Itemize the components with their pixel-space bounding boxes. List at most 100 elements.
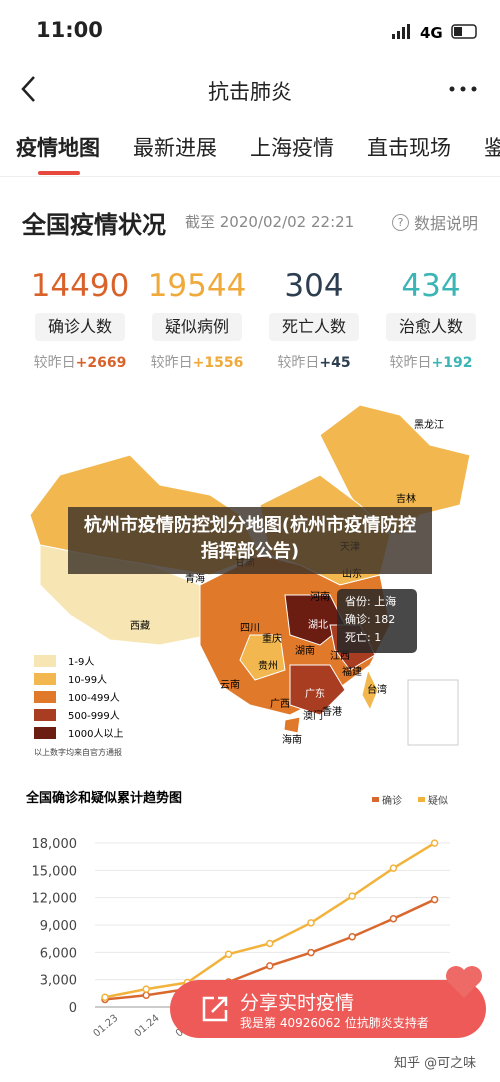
tooltip-label: 省份: [345,595,371,608]
status-time: 11:00 [36,18,103,42]
legend-label: 100-499人 [68,692,120,704]
province-label: 重庆 [262,632,282,645]
province-label: 香港 [322,706,342,718]
province-label: 青海 [185,572,205,585]
status-icons: 4G [392,24,477,42]
status-network: 4G [420,24,443,42]
stat-label: 确诊人数 [35,313,125,341]
help-text: 数据说明 [414,214,479,233]
tab[interactable]: 上海疫情 [250,136,334,160]
stat-delta-label: 较昨日 [33,355,76,371]
province-label: 贵州 [258,659,278,672]
tab-indicator [38,171,80,175]
stat-label: 治愈人数 [386,313,476,341]
stat-delta-row: 较昨日+192 [376,352,486,372]
province-label: 吉林 [396,492,416,505]
back-button[interactable] [18,74,42,104]
china-map: 黑龙江 吉林 天津 甘肃 青海 西藏 山东 河南 湖北 四川 重庆 贵州 湖南 … [29,404,471,757]
stat-value: 14490 [30,268,130,304]
map-tooltip: 省份: 上海 确诊: 182 死亡: 1 [337,589,417,653]
data-point [142,985,150,993]
nav-title: 抗击肺炎 [208,80,292,104]
help-link[interactable]: ? 数据说明 [392,210,478,234]
stat-delta-label: 较昨日 [150,355,193,371]
data-point [348,892,356,900]
province-label: 江西 [330,650,350,662]
map-legend: 1-9人 10-99人 100-499人 500-999人 1000人以上 以上… [34,655,123,757]
legend-label: 确诊 [382,794,402,807]
province-label: 台湾 [367,683,387,696]
data-point [389,914,398,923]
tooltip-value: 1 [374,631,382,644]
province-label: 湖南 [295,644,315,657]
stat-delta-label: 较昨日 [389,355,432,371]
data-point [307,919,315,927]
province-label: 四川 [240,623,260,634]
share-title: 分享实时疫情 [240,992,355,1014]
legend-label: 10-99人 [68,674,107,686]
tooltip-value: 182 [374,613,396,626]
tab[interactable]: 疫情地图 [16,136,100,160]
summary-timestamp: 截至 2020/02/02 22:21 [185,213,355,231]
stat-label: 死亡人数 [269,313,359,341]
y-tick-label: 18,000 [32,837,78,852]
legend-label: 500-999人 [68,710,120,722]
share-icon [202,996,228,1022]
y-tick-label: 3,000 [40,974,77,989]
overlay-banner: 杭州市疫情防控划分地图(杭州市疫情防控指挥部公告) [68,507,432,574]
share-subtitle: 我是第 40926062 位抗肺炎支持者 [240,1016,429,1030]
stat-delta-row: 较昨日+2669 [25,352,135,372]
watermark: 知乎 @可之味 [394,1056,477,1071]
data-point [348,932,356,941]
y-tick-label: 12,000 [32,892,78,907]
stat-delta-row: 较昨日+45 [259,352,369,372]
province-label: 湖北 [308,619,328,631]
tooltip-value: 上海 [374,595,397,608]
map-note: 以上数字均来自官方通报 [34,747,122,757]
province-label: 西藏 [130,620,150,632]
stat-delta: +45 [319,355,351,371]
tab[interactable]: 鉴 [484,136,500,160]
stat-value: 19544 [147,268,247,304]
province-label: 云南 [220,678,240,691]
data-point [307,948,315,957]
heart-icon [446,966,482,998]
data-point [389,864,398,872]
province-label: 黑龙江 [414,418,444,431]
stat-delta-label: 较昨日 [277,355,320,371]
tooltip-label: 死亡: [345,631,371,644]
series-line [104,842,436,999]
tab-bar: 疫情地图 最新进展 上海疫情 直击现场 鉴 [0,116,500,177]
province-label: 福建 [342,665,362,678]
tooltip-label: 确诊: [345,613,371,626]
more-button[interactable] [448,84,480,94]
tab[interactable]: 最新进展 [133,136,217,160]
y-tick-label: 6,000 [40,946,77,961]
province-label: 广西 [270,698,290,710]
stat-label: 疑似病例 [152,313,242,341]
x-tick-label: 01.24 [133,1013,162,1040]
legend-label: 1-9人 [68,656,94,668]
data-point [266,939,274,948]
province-label: 海南 [282,733,302,746]
stat-value: 434 [401,268,461,304]
tab[interactable]: 直击现场 [367,136,451,160]
data-point [266,962,274,970]
y-tick-label: 9,000 [40,919,77,934]
legend-label: 1000人以上 [68,728,123,740]
legend-label: 疑似 [428,795,448,807]
y-tick-label: 15,000 [32,864,78,879]
stat-delta: +192 [431,355,473,371]
data-point [101,993,109,1001]
summary-title: 全国疫情状况 [22,211,166,239]
x-tick-label: 01.23 [91,1013,120,1040]
stat-delta: +1556 [192,355,244,371]
stat-value: 304 [284,268,344,304]
share-button[interactable]: 分享实时疫情 我是第 40926062 位抗肺炎支持者 [170,980,486,1038]
province-label: 广东 [305,687,325,700]
province-label: 河南 [310,590,330,603]
province-label: 澳门 [303,709,323,722]
data-point [430,839,439,847]
stat-delta: +2669 [75,355,127,371]
